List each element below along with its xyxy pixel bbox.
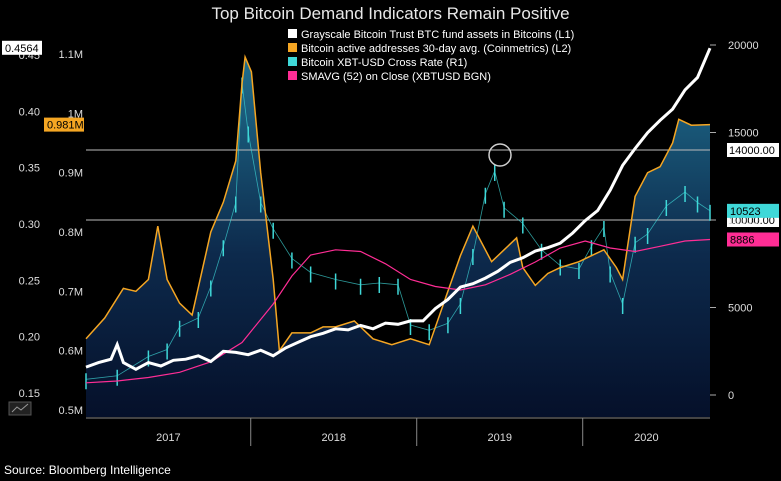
tick-label-l2: 0.6M <box>59 346 83 358</box>
value-tag-label: 10523 <box>730 206 761 218</box>
tick-label-r1: 10000 <box>728 215 759 227</box>
value-tag-label: 0.981M <box>47 120 84 132</box>
x-tick-label: 2017 <box>156 432 180 444</box>
legend-swatch <box>288 71 297 80</box>
tick-label-l1: 0.25 <box>19 275 40 287</box>
x-tick-label: 2019 <box>487 432 511 444</box>
tick-label-l1: 0.35 <box>19 163 40 175</box>
legend-label: Bitcoin XBT-USD Cross Rate (R1) <box>301 57 467 69</box>
legend-label: Bitcoin active addresses 30-day avg. (Co… <box>301 43 571 55</box>
active-addresses-area <box>86 57 710 417</box>
active-addresses-line <box>85 54 711 353</box>
legend-swatch <box>288 43 297 52</box>
value-tag-bg <box>727 232 779 247</box>
tick-label-l1: 0.15 <box>19 388 40 400</box>
x-tick-label: 2018 <box>321 432 345 444</box>
tick-label-l2: 0.9M <box>59 168 83 180</box>
series-lines <box>85 47 712 390</box>
tick-label-r1: 20000 <box>728 40 759 52</box>
x-tick-label: 2020 <box>634 432 658 444</box>
reference-tag-bg <box>727 143 779 157</box>
tick-label-l2: 0.8M <box>59 227 83 239</box>
source-note: Source: Bloomberg Intelligence <box>4 463 171 477</box>
tick-label-l1: 0.40 <box>19 106 40 118</box>
tick-label-l1: 0.30 <box>19 219 40 231</box>
reference-tag-label: 10000.00 <box>729 215 775 227</box>
tick-label-l2: 0.5M <box>59 405 83 417</box>
tick-label-r1: 15000 <box>728 128 759 140</box>
value-tags: 0.4564 0.981M 10523 8886 <box>2 40 779 247</box>
gbtc-holdings-line <box>85 47 712 372</box>
legend-swatch <box>288 29 297 38</box>
tick-label-l2: 1.1M <box>59 49 83 61</box>
highlight-circle <box>488 143 512 167</box>
tick-label-r1: 0 <box>728 390 734 402</box>
legend-label: Grayscale Bitcoin Trust BTC fund assets … <box>301 29 574 41</box>
area-layer <box>86 57 710 417</box>
value-tag-label: 0.4564 <box>5 43 39 55</box>
tick-label-l2: 0.7M <box>59 286 83 298</box>
value-tag-bg <box>727 203 779 218</box>
value-tag-bg <box>44 117 84 132</box>
legend-swatch <box>288 57 297 66</box>
reference-tag-label: 14000.00 <box>729 145 775 157</box>
tick-label-l1: 0.20 <box>19 332 40 344</box>
tick-label-l2: 1M <box>68 108 83 120</box>
legend-box <box>283 27 623 84</box>
legend-label: SMAVG (52) on Close (XBTUSD BGN) <box>301 71 491 83</box>
tick-label-r1: 5000 <box>728 303 752 315</box>
reference-lines: 14000.00 10000.00 <box>86 143 779 227</box>
legend: Grayscale Bitcoin Trust BTC fund assets … <box>283 27 623 84</box>
value-tag-bg <box>2 40 42 55</box>
price-line <box>85 83 711 380</box>
value-tag-label: 8886 <box>730 234 754 246</box>
chart-title: Top Bitcoin Demand Indicators Remain Pos… <box>211 4 570 23</box>
chart-toggle-icon[interactable] <box>8 401 32 416</box>
